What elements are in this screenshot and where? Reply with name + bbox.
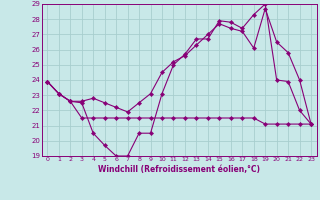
X-axis label: Windchill (Refroidissement éolien,°C): Windchill (Refroidissement éolien,°C) <box>98 165 260 174</box>
